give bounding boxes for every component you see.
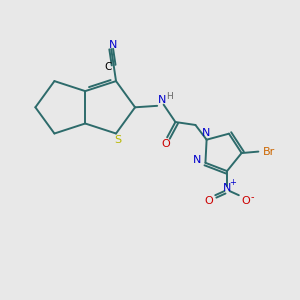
Text: -: - (250, 192, 254, 202)
Text: O: O (241, 196, 250, 206)
Text: C: C (105, 61, 112, 72)
Text: N: N (158, 95, 166, 105)
Text: O: O (204, 196, 213, 206)
Text: N: N (193, 155, 202, 165)
Text: Br: Br (263, 147, 275, 157)
Text: H: H (166, 92, 173, 101)
Text: N: N (223, 183, 231, 193)
Text: N: N (109, 40, 118, 50)
Text: N: N (202, 128, 210, 138)
Text: S: S (114, 135, 121, 145)
Text: O: O (161, 139, 170, 149)
Text: +: + (230, 178, 236, 187)
